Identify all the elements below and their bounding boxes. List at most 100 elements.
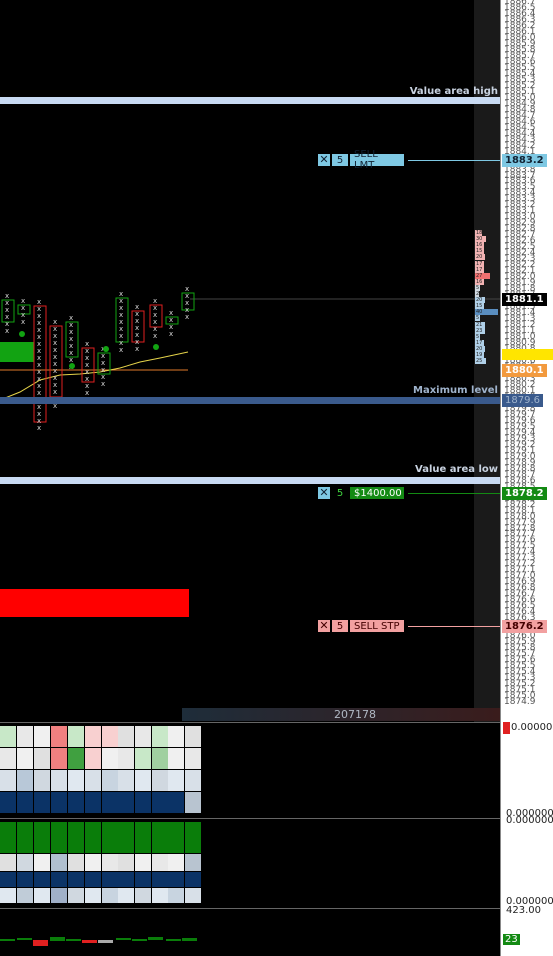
pane-separator[interactable] xyxy=(0,908,500,909)
indicator-cell xyxy=(118,748,134,769)
footprint-cell: x xyxy=(5,327,9,335)
sell-stop-line xyxy=(408,626,500,627)
profile-bar: 17 xyxy=(475,261,484,267)
indicator-cell xyxy=(51,726,67,747)
indicator-cell xyxy=(118,888,134,903)
indicator-cell xyxy=(17,792,33,813)
indicator-cell xyxy=(85,888,101,903)
indicator-cell xyxy=(102,726,118,747)
indicator-cell xyxy=(68,888,84,903)
sell-limit-line xyxy=(408,160,500,161)
pane-separator[interactable] xyxy=(0,722,500,723)
indicator-cell xyxy=(51,822,67,853)
value-area-low-label: Value area low xyxy=(415,464,498,475)
indicator-cell xyxy=(85,854,101,871)
delta-bar xyxy=(33,940,48,946)
indicator-cell xyxy=(51,888,67,903)
indicator-cell xyxy=(185,792,201,813)
delta-bar xyxy=(66,939,81,941)
footprint-cell: x xyxy=(21,318,25,326)
profile-bar: 27 xyxy=(475,273,490,279)
close-icon[interactable]: ✕ xyxy=(318,154,330,166)
indicator-cell xyxy=(102,822,118,853)
sell-stop-order[interactable]: ✕ 5 SELL STP xyxy=(318,619,404,633)
indicator-cell xyxy=(0,770,16,791)
sell-limit-qty[interactable]: 5 xyxy=(332,154,348,166)
profile-bar: 30 xyxy=(475,236,486,242)
indicator-cell xyxy=(185,770,201,791)
signal-dot xyxy=(153,344,159,350)
footprint-cell: x xyxy=(153,332,157,340)
profile-bar: 17 xyxy=(475,267,484,273)
indicator-cell xyxy=(118,792,134,813)
red-volume-block xyxy=(0,589,189,617)
indicator-cell xyxy=(17,748,33,769)
indicator-cell xyxy=(135,792,151,813)
indicator-cell xyxy=(17,872,33,887)
indicator-cell xyxy=(85,770,101,791)
profile-bar: 19 xyxy=(475,352,484,358)
indicator-cell xyxy=(102,872,118,887)
sell-limit-order[interactable]: ✕ 5 SELL LMT xyxy=(318,153,404,167)
sell-stop-qty[interactable]: 5 xyxy=(332,620,348,632)
profile-bar: 5 xyxy=(475,315,480,321)
delta-bar xyxy=(148,937,163,940)
signal-dot xyxy=(19,331,25,337)
delta-bar xyxy=(116,938,131,940)
delta-bar xyxy=(50,937,65,941)
indicator-cell xyxy=(168,726,184,747)
close-icon[interactable]: ✕ xyxy=(318,487,330,499)
delta-bar xyxy=(0,939,15,941)
profit-target-order[interactable]: ✕ 5 $1400.00 xyxy=(318,486,404,500)
indicator-pane-1[interactable] xyxy=(0,726,200,814)
volume-total-label: 207178 xyxy=(334,708,376,721)
indicator-cell xyxy=(34,748,50,769)
delta-bar xyxy=(132,939,147,941)
indicator-cell xyxy=(0,792,16,813)
pane-separator[interactable] xyxy=(0,818,500,819)
profile-bar: 23 xyxy=(475,328,485,334)
indicator-cell xyxy=(0,726,16,747)
indicator-cell xyxy=(0,854,16,871)
indicator-cell xyxy=(17,888,33,903)
indicator-cell xyxy=(118,872,134,887)
orange-price-tag: 1880.1 xyxy=(502,364,547,377)
indicator-cell xyxy=(185,726,201,747)
indicator-cell xyxy=(185,888,201,903)
indicator-cell xyxy=(85,748,101,769)
indicator-cell xyxy=(135,726,151,747)
footprint-cell: x xyxy=(185,313,189,321)
indicator-cell xyxy=(85,822,101,853)
profit-target-label[interactable]: $1400.00 xyxy=(350,487,404,499)
delta-bar xyxy=(98,940,113,943)
yellow-price-marker xyxy=(502,349,553,360)
indicator-cell xyxy=(168,872,184,887)
indicator-cell xyxy=(68,726,84,747)
indicator-cell xyxy=(51,770,67,791)
indicator-cell xyxy=(68,792,84,813)
indicator-cell xyxy=(34,854,50,871)
profile-bar: 20 xyxy=(475,297,485,303)
footprint-cell: x xyxy=(169,330,173,338)
sell-limit-label[interactable]: SELL LMT xyxy=(350,154,404,166)
indicator-cell xyxy=(0,888,16,903)
close-icon[interactable]: ✕ xyxy=(318,620,330,632)
indicator-pane-2[interactable] xyxy=(0,822,200,904)
profile-bar: 17 xyxy=(475,340,484,346)
indicator-cell xyxy=(68,872,84,887)
sell-stop-label[interactable]: SELL STP xyxy=(350,620,404,632)
profit-target-qty[interactable]: 5 xyxy=(332,487,348,499)
indicator-pane-3[interactable] xyxy=(0,910,500,956)
indicator-cell xyxy=(17,854,33,871)
delta-bar xyxy=(82,940,97,943)
indicator-cell xyxy=(135,770,151,791)
indicator-cell xyxy=(85,726,101,747)
maximum-level-band xyxy=(0,397,500,404)
indicator-cell xyxy=(17,726,33,747)
pane3-bottom-value: 23 xyxy=(503,934,520,945)
profile-bar: 5 xyxy=(475,285,480,291)
blue-price-tag: 1879.6 xyxy=(502,394,543,407)
profile-bar: 2 xyxy=(475,291,479,297)
indicator-cell xyxy=(102,770,118,791)
